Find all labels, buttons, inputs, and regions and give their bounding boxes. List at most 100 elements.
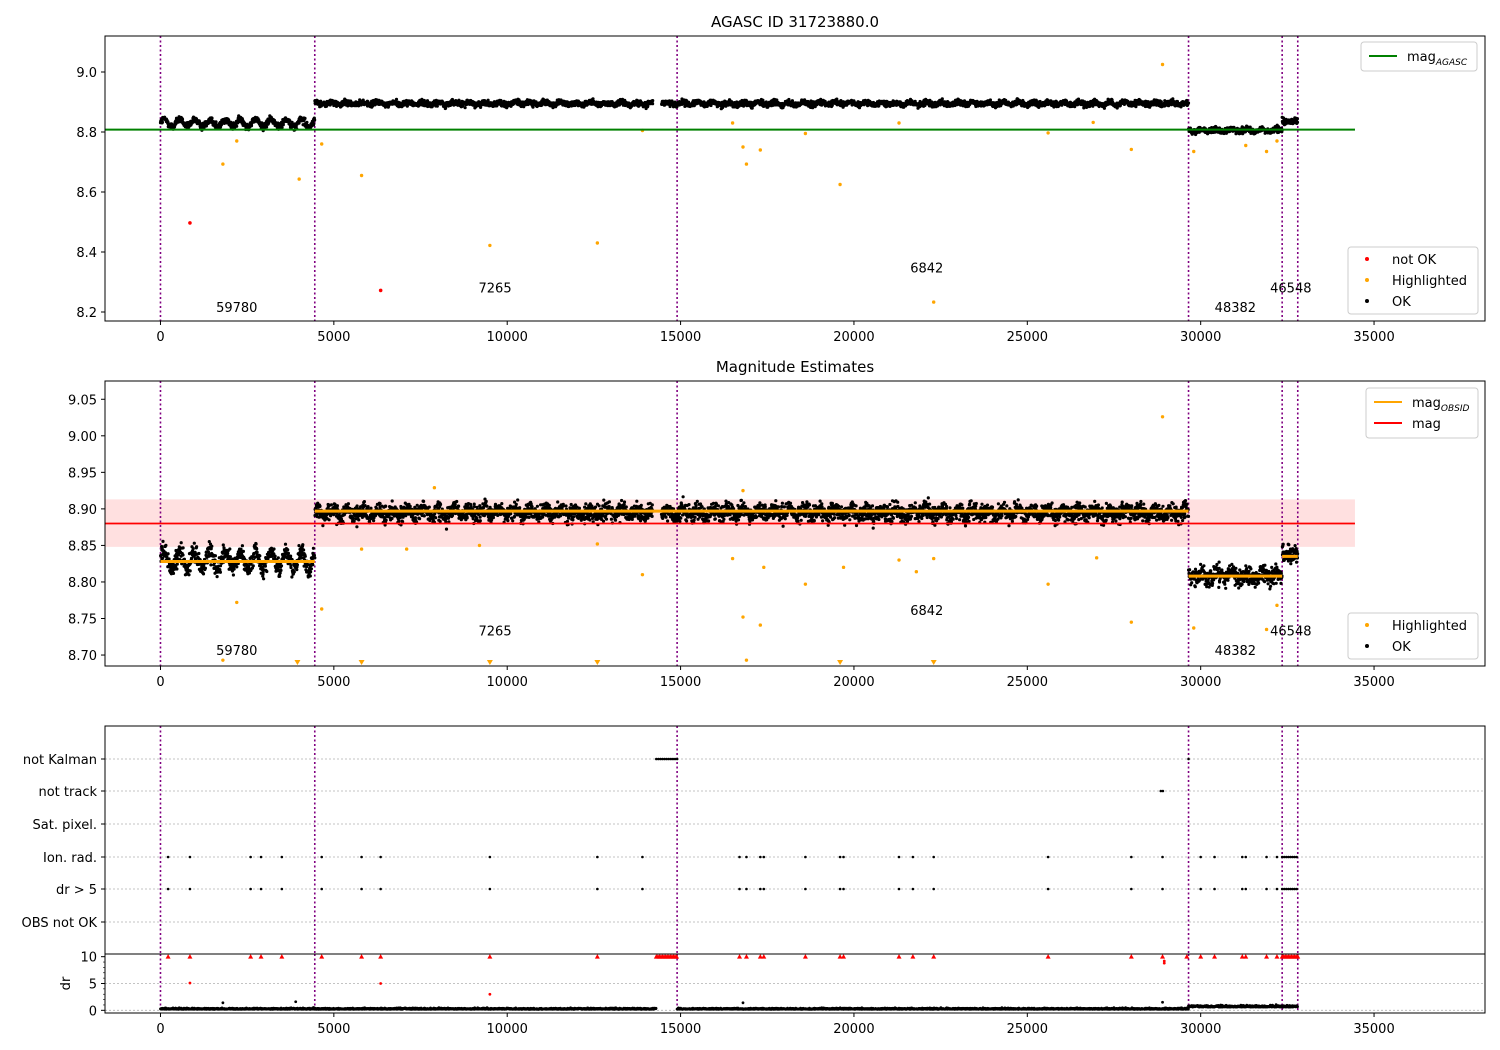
est-ok-point (181, 546, 185, 550)
agasc-xtick-label: 20000 (833, 330, 874, 345)
chart-title: AGASC ID 31723880.0 (711, 13, 879, 31)
est-ok-point (201, 572, 206, 576)
agasc-ok-point (280, 125, 284, 130)
agasc-obsid-label: 6842 (910, 261, 943, 276)
agasc-bottom-legend-dot-swatch (1365, 278, 1369, 282)
agasc-not-ok-point (378, 288, 383, 293)
agasc-xtick-label: 25000 (1007, 330, 1048, 345)
agasc-ok-point (305, 120, 309, 124)
agasc-obsid-label: 59780 (216, 301, 257, 316)
agasc-obsid-label: 46548 (1270, 282, 1311, 297)
est-ok-point (218, 564, 223, 568)
est-ok-point (175, 567, 179, 571)
agasc-bottom-legend-dot-swatch (1365, 257, 1369, 261)
agasc-ok-point (235, 124, 239, 128)
est-ok-point (195, 545, 199, 549)
agasc-bottom-legend-label: OK (1392, 295, 1411, 310)
agasc-ytick-label: 8.6 (76, 186, 97, 201)
agasc-highlighted-point (730, 121, 735, 125)
agasc-top-legend-label-text: mag (1407, 50, 1436, 65)
agasc-highlighted-point (1192, 149, 1196, 154)
agasc-ok-point (405, 104, 409, 108)
est-ok-point (192, 541, 196, 545)
agasc-ok-point (214, 120, 218, 124)
agasc-ok-point (518, 99, 522, 103)
est-ok-point (171, 571, 176, 576)
agasc-ok-point (281, 123, 285, 127)
agasc-highlighted-point (297, 177, 301, 181)
agasc-ok-point (249, 124, 254, 128)
agasc-highlighted-point (1275, 139, 1279, 143)
est-ok-point (209, 563, 213, 567)
agasc-bottom-legend-label: not OK (1392, 253, 1437, 268)
agasc-ok-point (210, 116, 214, 120)
est-ok-point (179, 541, 183, 545)
agasc-highlighted-point (1091, 120, 1095, 125)
est-ok-point (221, 543, 225, 547)
agasc-ok-point (486, 98, 490, 102)
agasc-ok-point (988, 98, 993, 102)
agasc-ok-point (835, 97, 839, 101)
est-ok-point (188, 569, 192, 573)
agasc-ok-point (463, 106, 467, 110)
agasc-highlighted-point (595, 241, 600, 245)
agasc-bottom-legend-dot-swatch (1365, 299, 1369, 303)
est-ok-point (164, 543, 168, 548)
agasc-xtick-label: 5000 (317, 330, 350, 345)
agasc-ok-point (260, 121, 264, 125)
agasc-highlighted-point (744, 162, 749, 166)
agasc-highlighted-point (488, 243, 492, 248)
agasc-bottom-legend-label: Highlighted (1392, 274, 1467, 289)
agasc-highlighted-point (758, 148, 763, 152)
agasc-ok-point (160, 120, 164, 124)
agasc-highlighted-point (931, 300, 936, 304)
est-ok-point (191, 547, 195, 551)
agasc-highlighted-point (1264, 149, 1269, 154)
agasc-ok-point (940, 97, 944, 101)
agasc-highlighted-point (1046, 131, 1050, 135)
agasc-ok-point (313, 118, 317, 122)
agasc-ok-point (303, 116, 307, 120)
agasc-highlighted-point (359, 173, 364, 178)
agasc-frame (104, 35, 1486, 322)
est-ok-point (218, 570, 222, 574)
agasc-ok-point (288, 119, 292, 123)
agasc-ok-point (499, 98, 503, 103)
agasc-ok-point (457, 98, 461, 102)
agasc-ok-point (265, 125, 269, 129)
est-ok-point (203, 566, 207, 570)
agasc-ytick-label: 8.2 (76, 306, 97, 321)
agasc-ytick-label: 8.4 (76, 246, 97, 261)
agasc-highlighted-point (803, 131, 808, 136)
panel-magnitude-estimates: Magnitude Estimates597807265684248382465… (68, 358, 1486, 690)
agasc-ok-point (180, 117, 185, 121)
agasc-highlighted-point (897, 121, 901, 125)
est-ok-point (197, 551, 201, 556)
agasc-obsid-label: 7265 (479, 282, 512, 297)
agasc-ok-point (651, 102, 655, 106)
agasc-top-legend-label-subscript: AGASC (1435, 58, 1468, 68)
agasc-xtick-label: 35000 (1353, 330, 1394, 345)
agasc-ok-point (444, 106, 448, 110)
chart-title: Magnitude Estimates (716, 358, 874, 376)
agasc-ok-point (761, 98, 765, 102)
agasc-highlighted-point (1129, 147, 1134, 152)
agasc-ytick-label: 8.8 (76, 126, 97, 141)
agasc-ytick-label: 9.0 (76, 66, 97, 81)
est-ok-point (213, 554, 217, 558)
agasc-highlighted-point (1244, 143, 1248, 148)
agasc-highlighted-point (235, 139, 239, 143)
agasc-highlighted-point (1160, 62, 1165, 67)
panel-agasc: AGASC ID 31723880.0 59780 7265 6842 48382 465… (76, 13, 1486, 345)
agasc-ok-point (435, 104, 439, 108)
agasc-ok-point (1295, 117, 1299, 121)
agasc-ok-point (312, 122, 316, 126)
est-ok-point (210, 544, 214, 548)
est-ok-point (166, 552, 170, 556)
agasc-ok-point (394, 97, 399, 101)
agasc-obsid-label: 48382 (1215, 301, 1256, 316)
est-ok-point (215, 575, 219, 579)
agasc-ok-point (479, 105, 483, 109)
agasc-xtick-label: 10000 (487, 330, 528, 345)
